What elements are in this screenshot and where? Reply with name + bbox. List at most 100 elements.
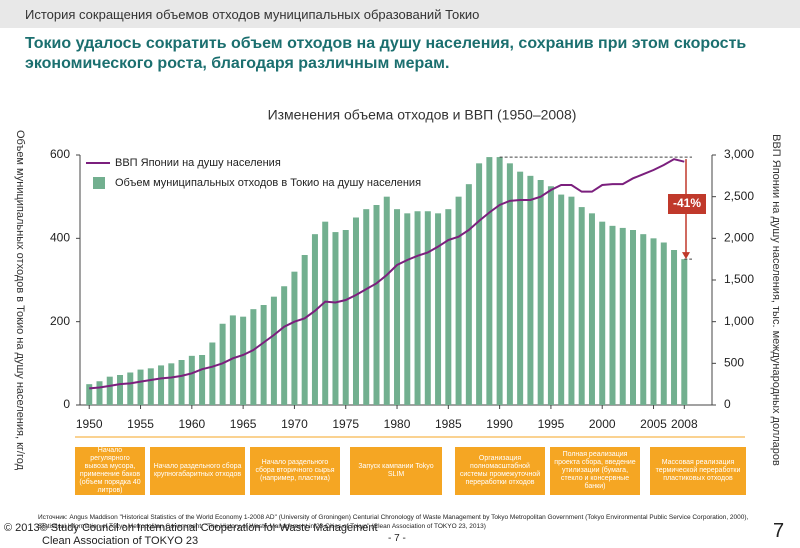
event-box: Запуск кампании Tokyo SLIM <box>350 447 442 495</box>
bar <box>630 230 636 405</box>
bar <box>373 205 380 405</box>
bar <box>352 217 359 405</box>
bar <box>260 305 267 405</box>
x-tick-label: 1975 <box>332 417 359 431</box>
x-tick-label: 2008 <box>671 417 698 431</box>
bar <box>240 316 247 405</box>
bar <box>363 209 370 405</box>
bar <box>270 296 277 405</box>
bar <box>291 271 298 405</box>
source: Источник: Angus Maddison "Historical Sta… <box>38 514 749 530</box>
bar <box>455 196 462 405</box>
y-tick-label: 400 <box>50 231 70 245</box>
y2-tick-label: 3,000 <box>724 147 754 161</box>
bar <box>517 171 524 405</box>
y2-tick-label: 2,500 <box>724 189 754 203</box>
bar <box>178 360 185 405</box>
bar <box>486 157 493 405</box>
x-tick-label: 2005 <box>640 417 667 431</box>
bar <box>650 238 657 405</box>
organization: Clean Association of TOKYO 23 <box>42 535 199 547</box>
bar <box>465 184 472 405</box>
event-box: Организация полномасштабной системы пром… <box>455 447 545 495</box>
y2-tick-label: 1,500 <box>724 272 754 286</box>
bar <box>424 211 431 405</box>
bar <box>599 221 606 405</box>
headline: Токио удалось сократить объем отходов на… <box>25 35 747 72</box>
x-tick-label: 1960 <box>178 417 205 431</box>
bar <box>281 286 288 405</box>
annotation-box <box>668 194 706 214</box>
legend-swatch <box>93 177 105 189</box>
line <box>89 158 685 390</box>
header-title: История сокращения объемов отходов муниц… <box>25 7 480 22</box>
x-tick-label: 1995 <box>538 417 565 431</box>
bar <box>158 365 165 405</box>
event-box: Массовая реализация термической перерабо… <box>650 447 746 495</box>
header-bar <box>0 0 800 28</box>
bar <box>137 369 144 405</box>
x-tick-label: 1990 <box>486 417 513 431</box>
bar <box>435 213 442 405</box>
y2-axis-label: ВВП Японии на душу населения, тыс. между… <box>770 134 782 466</box>
bar <box>414 211 421 405</box>
x-tick-label: 1950 <box>76 417 103 431</box>
bar <box>311 234 318 405</box>
y-tick-label: 200 <box>50 314 70 328</box>
bar <box>106 376 113 405</box>
bar <box>168 363 175 405</box>
bar <box>496 157 503 405</box>
bar <box>383 196 390 405</box>
bar <box>301 255 308 405</box>
x-tick-label: 1955 <box>127 417 154 431</box>
event-box: Начало регулярного вывоза мусора, примен… <box>75 447 145 495</box>
x-tick-label: 1965 <box>230 417 257 431</box>
bar <box>640 234 647 405</box>
bar <box>506 163 513 405</box>
x-tick-label: 1985 <box>435 417 462 431</box>
page-center: - 7 - <box>388 533 406 544</box>
x-tick-label: 2000 <box>589 417 616 431</box>
bar <box>445 209 452 405</box>
bar <box>199 355 206 405</box>
annotation: -41% <box>673 196 701 210</box>
bar <box>547 186 554 405</box>
bar <box>568 196 575 405</box>
bar <box>619 227 626 405</box>
bar <box>527 175 534 405</box>
event-box: Начало раздельного сбора крупногабаритны… <box>150 447 245 495</box>
y2-tick-label: 500 <box>724 356 744 370</box>
arrow-head <box>682 252 690 260</box>
bar <box>332 232 339 405</box>
bar <box>127 372 134 405</box>
bar <box>342 230 349 405</box>
page-number: 7 <box>773 520 785 542</box>
bar <box>681 259 688 405</box>
bar <box>250 309 257 405</box>
bar <box>671 250 678 405</box>
bar <box>660 242 667 405</box>
y-tick-label: 0 <box>63 397 70 411</box>
bar <box>537 180 544 405</box>
bar <box>117 375 124 405</box>
legend-label: ВВП Японии на душу населения <box>115 157 281 169</box>
legend-label: Объем муниципальных отходов в Токио на д… <box>115 177 421 189</box>
chart-title: Изменения объема отходов и ВВП (1950–200… <box>268 107 577 123</box>
x-tick-label: 1980 <box>384 417 411 431</box>
y-tick-label: 600 <box>50 147 70 161</box>
bar <box>558 194 565 405</box>
y2-tick-label: 1,000 <box>724 314 754 328</box>
bar <box>229 315 236 405</box>
bar <box>588 213 595 405</box>
event-box: Полная реализация проекта сбора, введени… <box>550 447 640 495</box>
copyright: © 2013© Study Council on International C… <box>4 522 378 534</box>
bar <box>394 209 401 405</box>
bar <box>86 384 93 405</box>
bar <box>322 221 329 405</box>
bar <box>147 368 154 405</box>
bar <box>578 207 585 405</box>
bar <box>209 342 216 405</box>
x-tick-label: 1970 <box>281 417 308 431</box>
